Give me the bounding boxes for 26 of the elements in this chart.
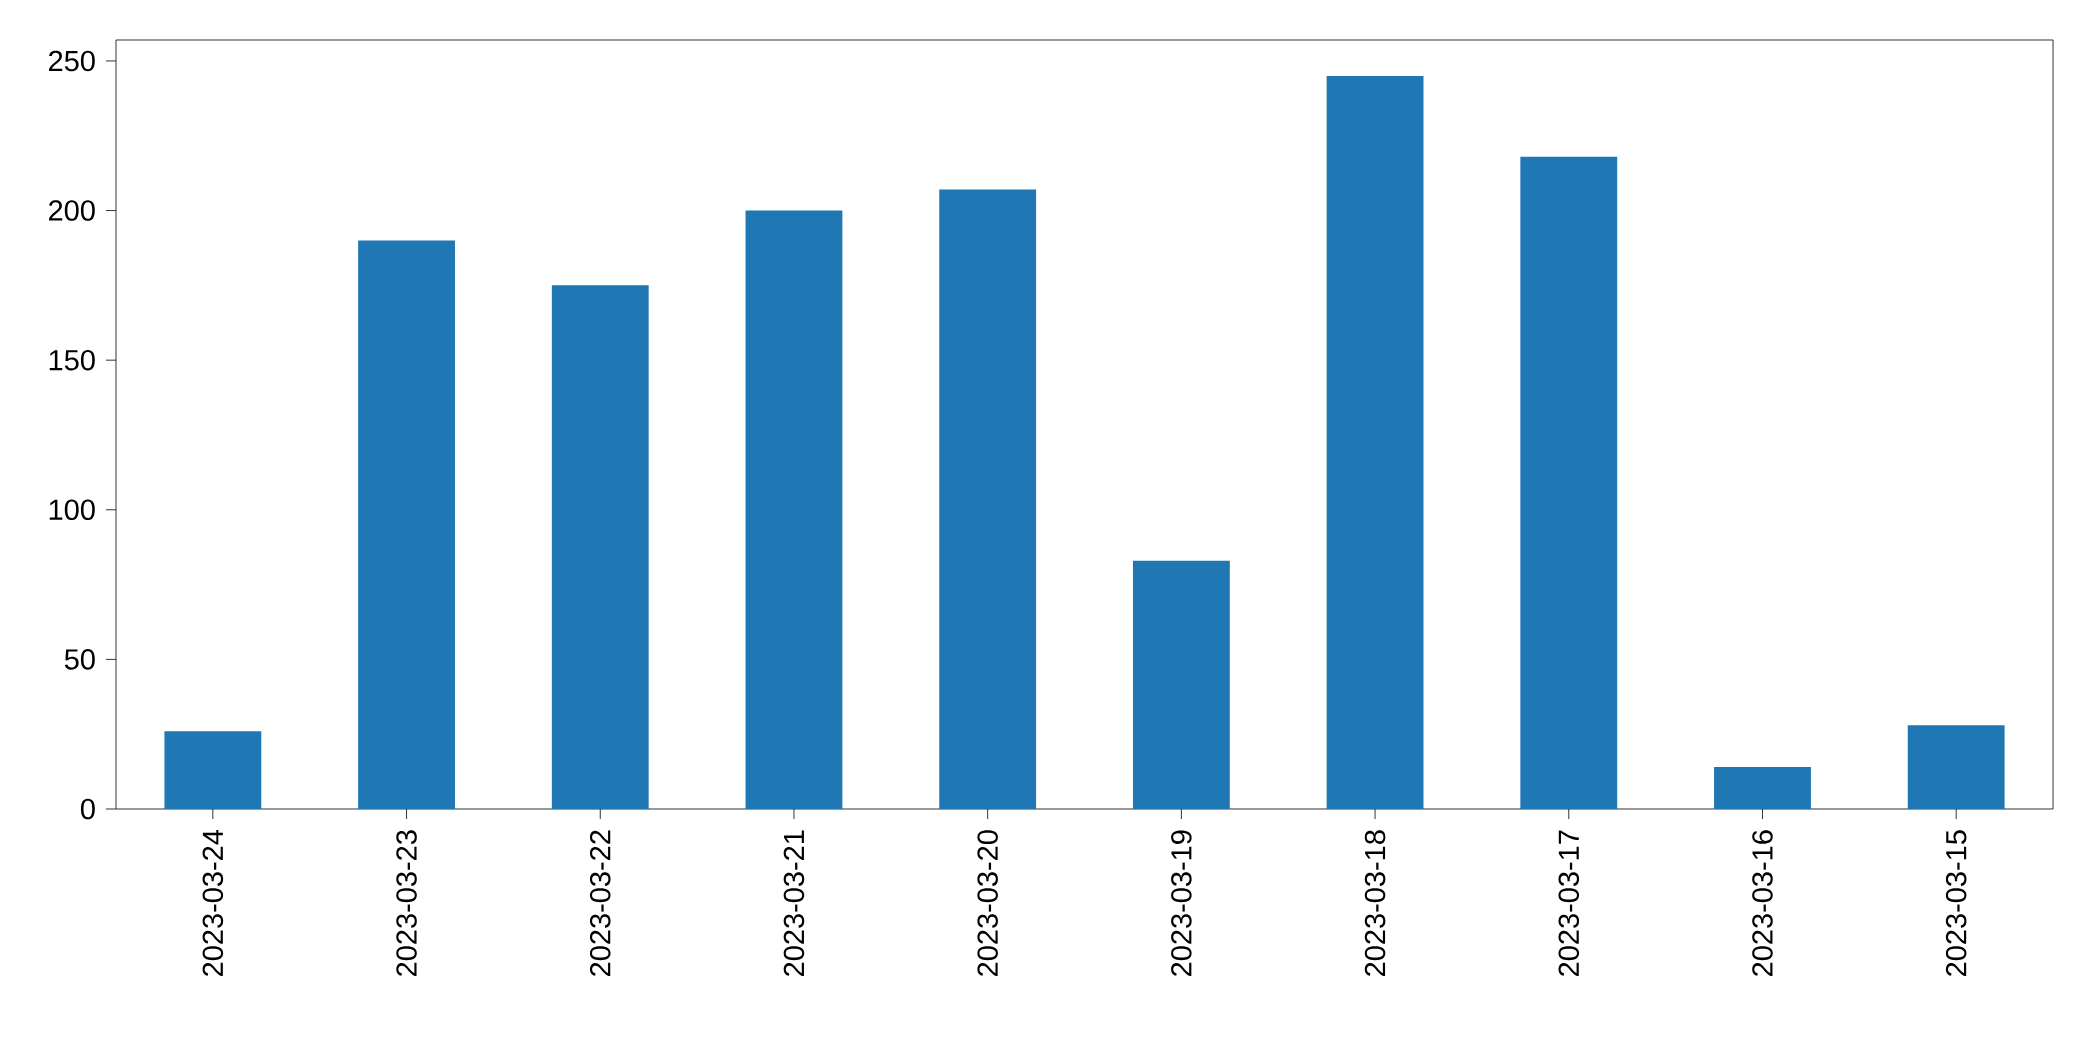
x-tick-label: 2023-03-19 (1171, 830, 1192, 976)
x-tick-label: 2023-03-21 (783, 830, 805, 976)
y-tick-label: 200 (49, 200, 95, 221)
bar (1520, 156, 1618, 809)
y-tick-label: 50 (64, 649, 95, 670)
y-tick-label: 0 (80, 798, 95, 820)
x-tick-label: 2023-03-17 (1558, 830, 1580, 976)
y-tick-label: 150 (49, 349, 95, 371)
x-tick-label: 2023-03-20 (977, 830, 998, 976)
bar (551, 285, 649, 809)
x-tick-label: 2023-03-23 (396, 830, 417, 976)
bar (745, 210, 843, 809)
y-tick-label: 100 (49, 499, 95, 521)
bar (164, 731, 262, 809)
x-tick-label: 2023-03-24 (202, 829, 224, 976)
bar (1907, 725, 2005, 809)
bar (1714, 767, 1811, 809)
x-tick-label: 2023-03-16 (1752, 830, 1773, 976)
x-tick-label: 2023-03-18 (1364, 830, 1386, 976)
bar (1326, 75, 1424, 809)
x-tick-label: 2023-03-15 (1945, 830, 1967, 976)
y-tick-label: 250 (49, 50, 95, 72)
bar (1132, 560, 1230, 809)
bar (939, 189, 1037, 809)
x-tick-label: 2023-03-22 (589, 830, 611, 976)
bar (358, 240, 455, 809)
